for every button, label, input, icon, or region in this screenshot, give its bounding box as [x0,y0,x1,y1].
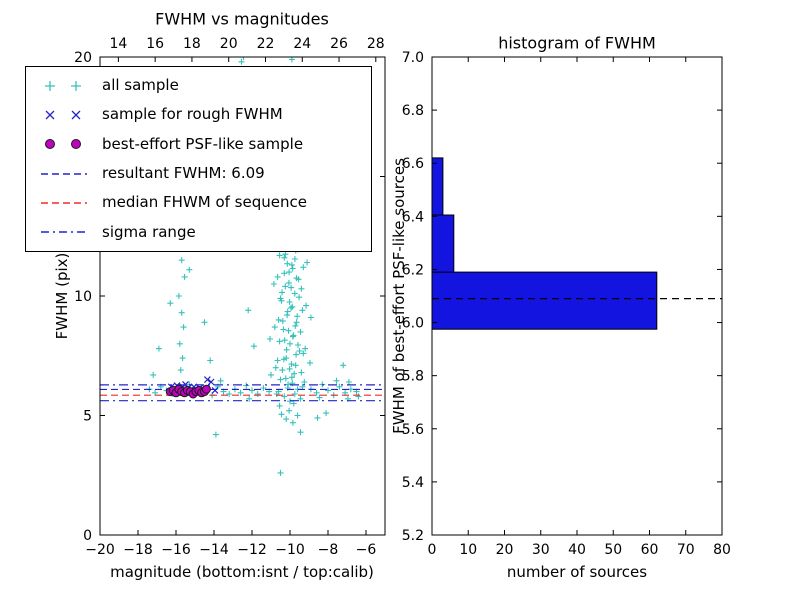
histogram-ytick-label: 6.8 [402,103,424,119]
scatter-xtick-label: −10 [275,542,305,558]
scatter-top-xtick-label: 16 [146,36,164,52]
legend-item-sigma-range: sigma range [28,222,369,242]
legend-item-rough-fwhm-sample: sample for rough FWHM [28,105,369,125]
scatter-top-xtick-label: 22 [257,36,275,52]
histogram-xtick-label: 70 [677,542,695,558]
histogram-ytick-label: 6.6 [402,156,424,172]
blue-dashdot-line-icon [41,231,87,233]
histogram-xtick-label: 10 [459,542,477,558]
histogram-ytick-label: 5.8 [402,369,424,385]
histogram-bar [431,157,444,216]
scatter-xaxis-label: magnitude (bottom:isnt / top:calib) [110,563,374,581]
scatter-xtick-label: −18 [123,542,153,558]
histogram-xtick-label: 30 [532,542,550,558]
histogram-xtick-label: 80 [713,542,731,558]
scatter-xtick-label: −12 [237,542,267,558]
scatter-ytick-label: 0 [83,528,92,544]
blue-dashed-line-icon [41,172,87,175]
histogram-xtick-label: 0 [428,542,437,558]
red-dashed-line-icon [41,202,87,204]
circle-marker-icon [45,139,81,150]
scatter-top-xtick-label: 24 [293,36,311,52]
histogram-yaxis-label: FWHM of best-effort PSF-like sources [390,158,408,434]
histogram-ytick-label: 5.2 [402,528,424,544]
scatter-xtick-label: −6 [356,542,377,558]
histogram-xtick-label: 60 [641,542,659,558]
scatter-xtick-label: −16 [161,542,191,558]
legend-label: sigma range [102,222,196,241]
x-marker-icon [45,110,81,120]
scatter-top-xtick-label: 18 [183,36,201,52]
legend-item-all-sample: all sample [28,76,369,96]
histogram-ytick-label: 5.4 [402,475,424,491]
legend-item-median-fwhm: median FHWM of sequence [28,193,369,213]
histogram-bar [431,214,455,273]
scatter-xtick-label: −8 [318,542,339,558]
psf-like-points [165,384,211,399]
histogram-ytick-label: 7.0 [402,50,424,66]
histogram-xtick-label: 50 [604,542,622,558]
scatter-yaxis-label: FWHM (pix) [53,252,71,340]
scatter-ytick-label: 20 [74,50,92,66]
histogram-xtick-label: 20 [496,542,514,558]
legend-label: sample for rough FWHM [102,105,283,124]
scatter-plot-title: FWHM vs magnitudes [155,9,329,29]
legend-label: all sample [102,76,179,95]
histogram-ytick-label: 6.4 [402,209,424,225]
histogram-ytick-label: 5.6 [402,422,424,438]
legend-label: median FHWM of sequence [102,193,307,212]
histogram-xaxis-label: number of sources [506,563,648,581]
legend-item-resultant-fwhm: resultant FWHM: 6.09 [28,164,369,184]
scatter-data-area [100,57,385,476]
histogram-title: histogram of FWHM [498,33,656,53]
scatter-top-xtick-label: 28 [367,36,385,52]
legend-label: best-effort PSF-like sample [102,134,304,153]
scatter-top-xtick-label: 20 [220,36,238,52]
scatter-ytick-label: 10 [74,289,92,305]
histogram-bar [431,271,658,330]
legend-label: resultant FWHM: 6.09 [102,164,265,183]
scatter-top-xtick-label: 14 [109,36,127,52]
histogram-ytick-label: 6.2 [402,262,424,278]
scatter-xtick-label: −20 [85,542,115,558]
histogram-ytick-label: 6.0 [402,316,424,332]
plus-marker-icon [45,80,81,91]
histogram-xtick-label: 40 [568,542,586,558]
legend: all sample sample for rough FWHM best-ef… [25,66,372,252]
scatter-xtick-label: −14 [199,542,229,558]
legend-item-psf-like-sample: best-effort PSF-like sample [28,134,369,154]
histogram-data-area [431,157,722,330]
scatter-top-xtick-label: 26 [330,36,348,52]
scatter-ytick-label: 5 [83,409,92,425]
